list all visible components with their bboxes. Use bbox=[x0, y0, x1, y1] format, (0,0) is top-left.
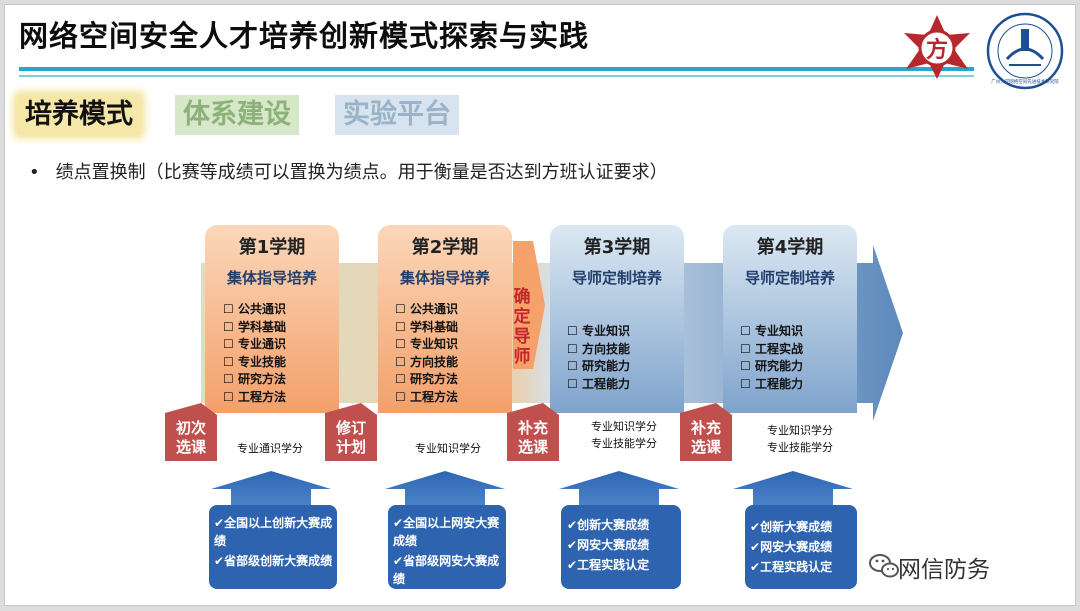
list-item: ☐ 专业知识 bbox=[740, 324, 803, 338]
list-item: ✔工程实践认定 bbox=[567, 558, 650, 572]
semester-3-items: ☐ 专业知识 ☐ 方向技能 ☐ 研究能力 ☐ 工程能力 bbox=[567, 323, 630, 393]
list-item: ☐ 工程实战 bbox=[740, 341, 803, 356]
semester-box-4 bbox=[723, 225, 857, 413]
tab-system-construction[interactable]: 体系建设 bbox=[175, 95, 299, 135]
list-item: ☐ 研究能力 bbox=[740, 359, 803, 374]
list-item: ✔网安大赛成绩 bbox=[567, 538, 650, 552]
semester-4-title: 第4学期 bbox=[756, 237, 824, 258]
list-item: ✔省部级创新大赛成绩 bbox=[214, 554, 333, 568]
credit-3b: 专业技能学分 bbox=[591, 437, 657, 450]
milestone-label: 确定导师 bbox=[513, 287, 531, 367]
fangban-logo-icon: 方 bbox=[904, 15, 970, 79]
slide-title: 网络空间安全人才培养创新模式探索与实践 bbox=[19, 19, 590, 53]
title-rule-thin bbox=[19, 75, 974, 77]
list-item: ☐ 专业知识 bbox=[395, 337, 458, 352]
list-item: ✔全国以上网安大赛成绩 bbox=[393, 516, 500, 548]
semester-box-3 bbox=[550, 225, 684, 413]
slide: 网络空间安全人才培养创新模式探索与实践 方 广州大学网络空间先进技术研究院 培养… bbox=[4, 4, 1076, 606]
list-item: ☐ 专业知识 bbox=[567, 324, 630, 338]
semester-4-subtitle: 导师定制培养 bbox=[744, 269, 835, 287]
bottom-box-1-items: ✔全国以上创新大赛成绩 ✔省部级创新大赛成绩 bbox=[214, 514, 334, 570]
wechat-icon bbox=[869, 554, 899, 578]
tag-4-label: 补充选课 bbox=[690, 419, 721, 456]
up-arrow-1 bbox=[211, 471, 331, 505]
list-item: ☐ 工程方法 bbox=[223, 389, 286, 404]
credit-4b: 专业技能学分 bbox=[767, 441, 833, 454]
list-item: ✔网安大赛成绩 bbox=[750, 540, 833, 554]
bottom-box-1 bbox=[209, 505, 337, 589]
list-item: ☐ 工程能力 bbox=[740, 376, 803, 391]
semester-4-items: ☐ 专业知识 ☐ 工程实战 ☐ 研究能力 ☐ 工程能力 bbox=[740, 323, 803, 393]
list-item: ☐ 方向技能 bbox=[395, 354, 458, 369]
semester-3-title: 第3学期 bbox=[583, 237, 651, 258]
watermark-text: 网信防务 bbox=[898, 557, 990, 583]
semester-2-items: ☐ 公共通识 ☐ 学科基础 ☐ 专业知识 ☐ 方向技能 ☐ 研究方法 ☐ 工程方… bbox=[395, 301, 458, 407]
tag-1-label: 初次选课 bbox=[175, 419, 206, 456]
credit-1: 专业通识学分 bbox=[237, 442, 303, 455]
up-arrow-2 bbox=[385, 471, 505, 505]
title-rule bbox=[19, 67, 974, 71]
semester-3-subtitle: 导师定制培养 bbox=[571, 269, 662, 287]
tab-training-mode[interactable]: 培养模式 bbox=[17, 95, 141, 135]
list-item: ☐ 工程能力 bbox=[567, 376, 630, 391]
list-item: ✔全国以上创新大赛成绩 bbox=[214, 516, 333, 548]
bottom-box-4 bbox=[745, 505, 857, 589]
bottom-box-2-items: ✔全国以上网安大赛成绩 ✔省部级网安大赛成绩 bbox=[393, 514, 505, 588]
institute-logo-icon: 广州大学网络空间先进技术研究院 bbox=[986, 12, 1064, 90]
tag-1 bbox=[165, 403, 217, 461]
list-item: ☐ 方向技能 bbox=[567, 341, 630, 356]
list-item: ✔创新大赛成绩 bbox=[567, 518, 650, 532]
list-item: ✔工程实践认定 bbox=[750, 560, 833, 574]
list-item: ☐ 工程方法 bbox=[395, 389, 458, 404]
list-item: ☐ 研究能力 bbox=[567, 359, 630, 374]
semester-2-subtitle: 集体指导培养 bbox=[399, 269, 490, 287]
bullet-text: • 绩点置换制（比赛等成绩可以置换为绩点。用于衡量是否达到方班认证要求） bbox=[29, 162, 668, 183]
bottom-box-3-items: ✔创新大赛成绩 ✔网安大赛成绩 ✔工程实践认定 bbox=[567, 515, 679, 575]
list-item: ☐ 研究方法 bbox=[223, 372, 286, 387]
semester-box-1 bbox=[205, 225, 339, 413]
institute-logo-text: 广州大学网络空间先进技术研究院 bbox=[991, 78, 1059, 85]
list-item: ☐ 研究方法 bbox=[395, 372, 458, 387]
credit-2: 专业知识学分 bbox=[415, 442, 481, 455]
tag-3 bbox=[507, 403, 559, 461]
credit-4a: 专业知识学分 bbox=[767, 424, 833, 437]
credit-3a: 专业知识学分 bbox=[591, 420, 657, 433]
fangban-logo-glyph: 方 bbox=[926, 37, 948, 63]
bottom-box-2 bbox=[388, 505, 506, 589]
bullet-text-content: 绩点置换制（比赛等成绩可以置换为绩点。用于衡量是否达到方班认证要求） bbox=[55, 162, 668, 183]
tag-3-label: 补充选课 bbox=[517, 419, 548, 456]
list-item: ✔省部级网安大赛成绩 bbox=[393, 554, 500, 586]
tab-lab-platform[interactable]: 实验平台 bbox=[335, 95, 459, 135]
list-item: ☐ 公共通识 bbox=[395, 302, 458, 316]
semester-1-subtitle: 集体指导培养 bbox=[226, 269, 317, 287]
list-item: ☐ 学科基础 bbox=[395, 319, 458, 334]
timeline-diagram bbox=[165, 225, 903, 589]
milestone-arrow bbox=[513, 241, 545, 369]
bottom-box-4-items: ✔创新大赛成绩 ✔网安大赛成绩 ✔工程实践认定 bbox=[750, 517, 856, 577]
semester-2-title: 第2学期 bbox=[411, 237, 479, 258]
list-item: ☐ 学科基础 bbox=[223, 319, 286, 334]
list-item: ☐ 专业技能 bbox=[223, 354, 286, 369]
semester-1-title: 第1学期 bbox=[238, 237, 306, 258]
semester-1-items: ☐ 公共通识 ☐ 学科基础 ☐ 专业通识 ☐ 专业技能 ☐ 研究方法 ☐ 工程方… bbox=[223, 301, 286, 407]
up-arrow-4 bbox=[733, 471, 853, 505]
bottom-box-3 bbox=[561, 505, 681, 589]
list-item: ✔创新大赛成绩 bbox=[750, 520, 833, 534]
tag-4 bbox=[680, 403, 732, 461]
up-arrow-3 bbox=[559, 471, 679, 505]
list-item: ☐ 公共通识 bbox=[223, 302, 286, 316]
semester-box-2 bbox=[378, 225, 512, 413]
list-item: ☐ 专业通识 bbox=[223, 337, 286, 352]
tag-2-label: 修订计划 bbox=[335, 419, 366, 456]
tag-2 bbox=[325, 403, 377, 461]
